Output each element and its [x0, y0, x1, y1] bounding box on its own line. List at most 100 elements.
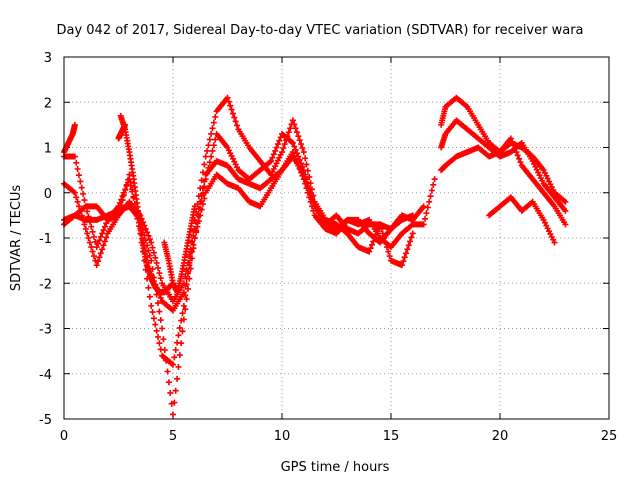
data-point-0-33-5 — [427, 193, 434, 200]
y-tick-label-1: 2 — [44, 96, 52, 111]
data-point-1-5-4 — [120, 192, 127, 199]
data-point-1-28-6 — [374, 228, 381, 235]
data-point-0-1-7 — [81, 197, 88, 204]
data-point-3-22-6 — [308, 203, 315, 210]
data-point-1-10-7 — [179, 310, 186, 317]
y-tick-label-4: -1 — [39, 232, 52, 247]
data-point-3-10-0 — [170, 411, 176, 418]
data-point-3-22-0 — [300, 176, 307, 183]
data-point-3-22-2 — [303, 185, 310, 192]
data-point-1-22-2 — [303, 161, 310, 168]
data-point-3-12-6 — [199, 201, 206, 208]
data-point-3-12-1 — [193, 229, 200, 236]
data-point-0-34-0 — [431, 176, 438, 183]
data-point-3-8-5 — [155, 300, 162, 307]
data-point-0-13-3 — [206, 159, 213, 166]
data-point-0-19-1 — [269, 154, 276, 161]
data-point-1-7-6 — [145, 284, 152, 291]
data-point-7-7-0 — [191, 203, 198, 210]
data-point-3-12-2 — [194, 223, 201, 230]
data-point-3-11-7 — [190, 245, 197, 252]
data-point-1-20-1 — [280, 145, 287, 152]
data-point-1-10-0 — [170, 361, 176, 368]
data-point-3-7-4 — [142, 237, 149, 244]
data-point-1-15-5 — [231, 114, 238, 121]
data-point-1-20-3 — [283, 137, 290, 144]
data-point-3-10-5 — [176, 352, 183, 359]
data-point-3-21-3 — [293, 159, 300, 166]
y-tick-label-6: -3 — [39, 323, 52, 338]
data-point-1-20-2 — [281, 141, 288, 148]
data-point-2-7-7 — [146, 236, 153, 243]
data-point-1-6-1 — [127, 179, 134, 186]
data-point-0-33-7 — [430, 181, 437, 188]
data-point-2-12-5 — [198, 192, 205, 199]
data-point-3-9-5 — [165, 379, 172, 386]
data-point-2-8-2 — [150, 249, 157, 256]
data-point-1-31-0 — [398, 262, 405, 269]
data-point-1-15-4 — [229, 110, 236, 117]
data-point-0-3-6 — [101, 223, 108, 230]
data-point-1-2-3 — [86, 239, 93, 246]
data-point-1-21-6 — [298, 141, 305, 148]
data-point-3-12-5 — [198, 206, 205, 213]
data-point-3-11-3 — [184, 285, 191, 292]
satellite-pass-5 — [61, 121, 78, 156]
grid — [64, 57, 609, 419]
data-point-1-31-3 — [402, 250, 409, 257]
data-point-1-21-7 — [299, 145, 306, 152]
data-point-1-10-2 — [172, 346, 179, 353]
y-tick-label-3: 0 — [44, 187, 52, 202]
data-point-0-3-3 — [97, 233, 104, 240]
data-point-1-10-4 — [175, 332, 182, 339]
data-point-3-21-2 — [292, 155, 299, 162]
data-point-1-13-5 — [209, 125, 216, 132]
chart-title: Day 042 of 2017, Sidereal Day-to-day VTE… — [56, 23, 583, 38]
data-point-0-19-2 — [270, 151, 277, 158]
data-point-1-31-7 — [408, 234, 415, 241]
data-point-3-22-5 — [307, 198, 314, 205]
data-point-0-33-2 — [423, 210, 430, 217]
data-point-4-3-0 — [71, 121, 78, 128]
data-point-1-1-3 — [75, 203, 82, 210]
y-tick-label-8: -5 — [39, 413, 52, 428]
data-point-10-12-0 — [562, 198, 569, 205]
data-point-2-12-7 — [201, 178, 208, 185]
data-point-1-21-5 — [296, 137, 303, 144]
data-point-3-9-1 — [160, 336, 167, 343]
data-point-1-15-0 — [224, 94, 231, 101]
data-point-0-19-0 — [268, 158, 275, 165]
y-tick-label-0: 3 — [44, 51, 52, 66]
data-point-0-2-4 — [88, 223, 95, 230]
data-point-0-13-4 — [208, 153, 215, 160]
data-point-0-2-6 — [90, 233, 97, 240]
data-point-1-22-4 — [306, 173, 313, 180]
data-point-3-21-0 — [289, 149, 296, 156]
data-point-3-33-0 — [420, 203, 427, 210]
data-point-2-12-6 — [199, 185, 206, 192]
data-point-1-15-3 — [228, 106, 235, 113]
data-point-1-21-3 — [293, 129, 300, 136]
data-point-1-13-2 — [205, 142, 212, 149]
data-point-3-12-4 — [197, 212, 204, 219]
data-point-1-13-1 — [204, 147, 211, 154]
data-point-1-8-2 — [150, 315, 157, 322]
data-point-3-8-7 — [157, 317, 164, 324]
data-point-1-2-1 — [84, 230, 91, 237]
data-point-0-1-1 — [73, 159, 80, 166]
data-point-1-15-6 — [232, 118, 239, 125]
data-point-8-12-0 — [562, 221, 569, 228]
data-point-0-1-4 — [77, 178, 84, 185]
data-point-0-13-7 — [212, 136, 219, 143]
data-point-0-21-0 — [289, 139, 296, 146]
data-point-11-6-0 — [551, 239, 558, 246]
data-point-3-22-4 — [306, 194, 313, 201]
data-point-1-28-2 — [368, 241, 375, 248]
data-point-0-33-4 — [426, 198, 433, 205]
data-point-1-8-6 — [156, 340, 163, 347]
y-tick-label-2: 1 — [44, 142, 52, 157]
data-point-1-29-6 — [385, 248, 392, 255]
data-point-1-15-7 — [234, 122, 241, 129]
